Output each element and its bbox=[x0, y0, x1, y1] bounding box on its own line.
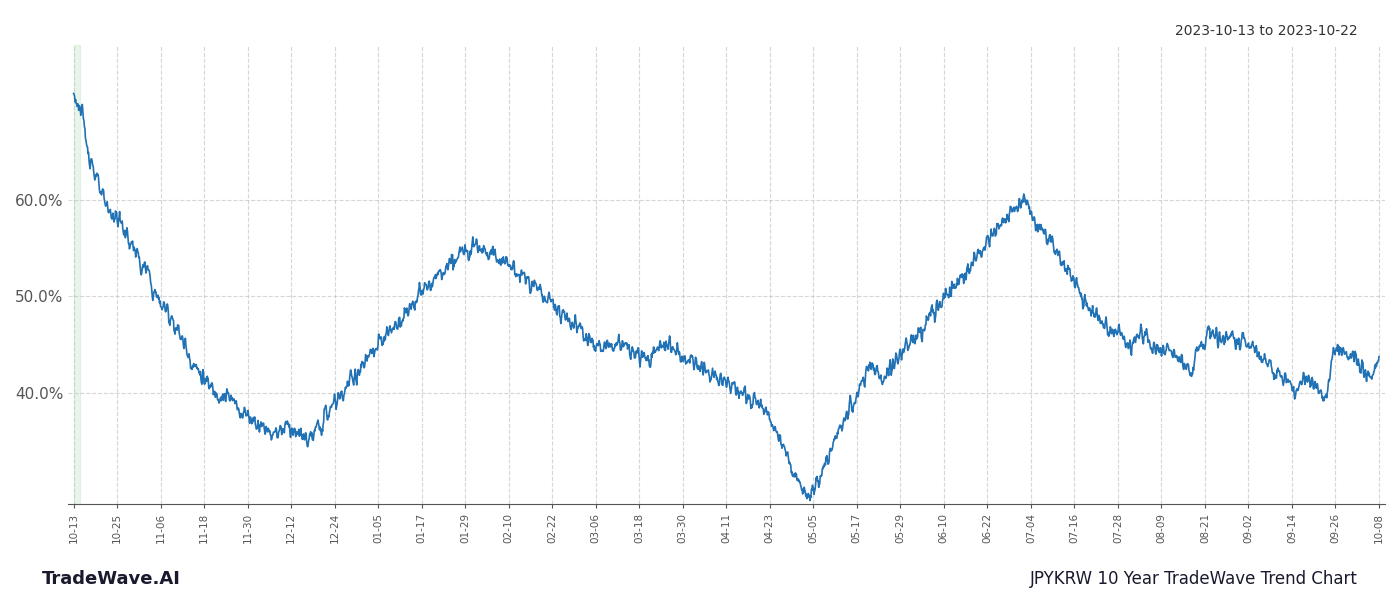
Bar bbox=[74, 45, 80, 504]
Text: 2023-10-13 to 2023-10-22: 2023-10-13 to 2023-10-22 bbox=[1176, 24, 1358, 38]
Text: TradeWave.AI: TradeWave.AI bbox=[42, 570, 181, 588]
Text: JPYKRW 10 Year TradeWave Trend Chart: JPYKRW 10 Year TradeWave Trend Chart bbox=[1030, 570, 1358, 588]
